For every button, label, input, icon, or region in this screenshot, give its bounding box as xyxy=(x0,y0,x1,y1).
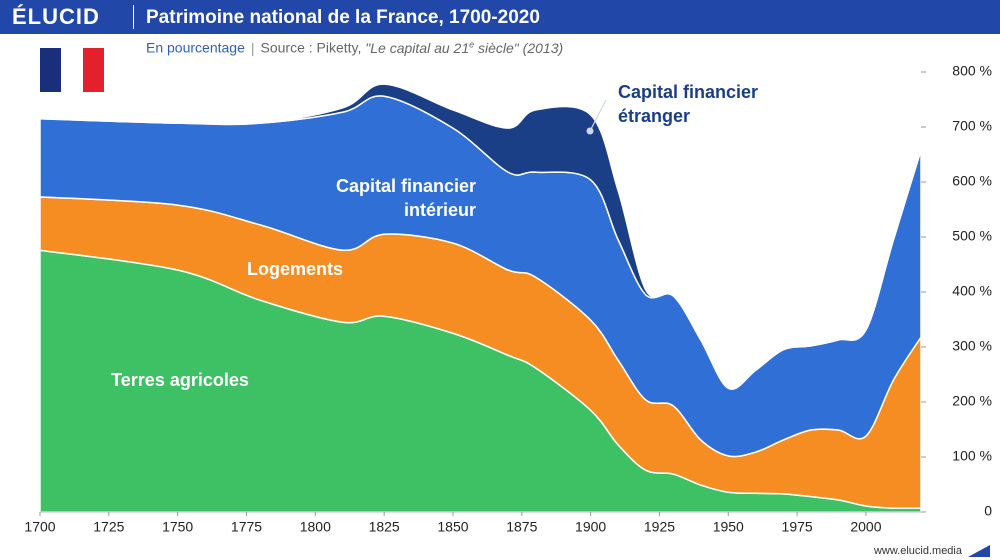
areas xyxy=(39,83,922,513)
y-tick-label: 400 % xyxy=(952,283,992,299)
chart-title: Patrimoine national de la France, 1700-2… xyxy=(146,7,540,28)
source-title-sup: e xyxy=(469,39,475,49)
flag-red xyxy=(83,48,104,92)
series-label: Logements xyxy=(246,259,343,279)
y-tick-label: 800 % xyxy=(952,63,992,79)
series-label: Capital financier intérieur xyxy=(335,176,476,220)
y-tick-label: 200 % xyxy=(952,393,992,409)
x-tick-label: 1850 xyxy=(437,519,468,535)
annotation-line xyxy=(589,99,607,132)
separator: | xyxy=(250,39,255,56)
flag-white xyxy=(61,48,83,92)
footer-mark xyxy=(968,545,990,557)
y-tick-label: 0 xyxy=(984,503,992,519)
y-tick-label: 100 % xyxy=(952,448,992,464)
footer: www.elucid.media xyxy=(873,545,962,557)
y-tick-label: 300 % xyxy=(952,338,992,354)
y-tick-label: 600 % xyxy=(952,173,992,189)
y-tick-label: 700 % xyxy=(952,118,992,134)
x-tick-label: 1900 xyxy=(575,519,606,535)
source-title: "Le capital au 21e siècle" (2013) xyxy=(365,39,564,56)
x-tick-label: 1775 xyxy=(231,519,262,535)
y-tick-label: 500 % xyxy=(952,228,992,244)
subtitle: En pourcentage xyxy=(146,39,245,56)
x-tick-label: 1925 xyxy=(644,519,675,535)
source-title-start: "Le capital au 21 xyxy=(365,39,470,56)
x-tick-label: 1750 xyxy=(162,519,193,535)
source-title-end: siècle" (2013) xyxy=(474,39,564,56)
series-label: Capital financier étranger xyxy=(618,82,759,126)
brand: ÉLUCID xyxy=(12,4,100,29)
separator xyxy=(133,5,134,29)
area xyxy=(39,83,922,390)
x-tick-label: 2000 xyxy=(850,519,881,535)
x-tick-label: 1950 xyxy=(713,519,744,535)
series-label: Terres agricoles xyxy=(111,370,249,390)
x-tick-label: 1875 xyxy=(506,519,537,535)
subtitle-line: En pourcentage | Source : Piketty, "Le cap… xyxy=(146,39,563,56)
header-bar: ÉLUCID Patrimoine national de la France,… xyxy=(0,0,1000,34)
flag xyxy=(40,48,104,92)
x-tick-label: 1800 xyxy=(300,519,331,535)
source: Source : Piketty, xyxy=(260,39,366,56)
axes: 0 100 % 200 % 300 % 400 % 500 % 600 % 700 % 800 … xyxy=(24,63,992,535)
x-tick-label: 1825 xyxy=(369,519,400,535)
x-tick-label: 1700 xyxy=(24,519,55,535)
flag-blue xyxy=(40,48,61,92)
x-tick-label: 1975 xyxy=(782,519,813,535)
x-tick-label: 1725 xyxy=(93,519,124,535)
